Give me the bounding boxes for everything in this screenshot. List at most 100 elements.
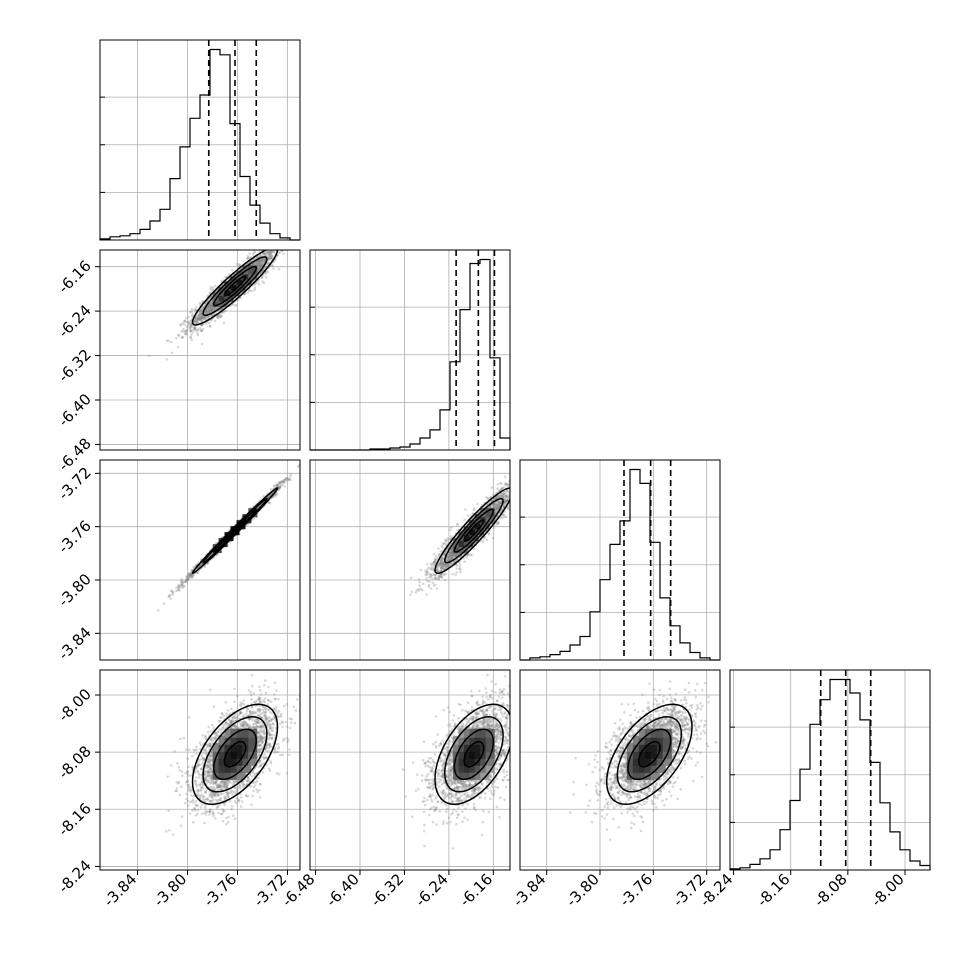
scatter-point (237, 263, 241, 266)
scatter-point (194, 329, 198, 332)
scatter-point (218, 313, 222, 317)
scatter-point (270, 263, 274, 267)
scatter-point (267, 243, 270, 246)
scatter-point (261, 258, 265, 261)
scatter-point (208, 308, 212, 312)
scatter-point (209, 302, 213, 305)
scatter-point (199, 317, 203, 320)
scatter-point (198, 316, 202, 320)
scatter-point (235, 304, 239, 307)
scatter-point (196, 328, 199, 332)
scatter-point (198, 313, 201, 317)
scatter-point (258, 264, 261, 268)
scatter-point (303, 459, 306, 462)
scatter-point (208, 307, 211, 311)
scatter-point (277, 488, 281, 491)
scatter-point (199, 308, 203, 311)
scatter-point (267, 257, 271, 261)
scatter-point (283, 479, 286, 483)
scatter-point (199, 329, 203, 333)
scatter-point (189, 573, 192, 576)
scatter-point (177, 588, 180, 591)
scatter-point (200, 313, 203, 316)
scatter-point (268, 501, 272, 505)
histogram-series-3 (729, 678, 931, 870)
scatter-point (238, 263, 242, 267)
scatter-point (282, 480, 285, 483)
scatter-point (196, 320, 199, 324)
scatter-point (207, 309, 211, 312)
density-cell (242, 276, 252, 286)
scatter-point (199, 327, 202, 330)
scatter-point (257, 261, 261, 265)
density-cell (236, 270, 246, 280)
scatter-point (193, 319, 196, 323)
histogram-panel-3 (729, 669, 931, 871)
scatter-point (201, 299, 205, 303)
scatter-point (444, 541, 447, 545)
histogram-frame-2 (519, 459, 721, 661)
scatter-point (170, 340, 173, 344)
scatter-point (269, 250, 272, 253)
scatter-point (281, 480, 284, 484)
scatter-point (261, 259, 265, 262)
scatter-point (171, 593, 174, 596)
scatter-point (268, 247, 271, 250)
density-cell (248, 265, 258, 275)
scatter-point (287, 478, 291, 481)
scatter-point (211, 288, 214, 292)
scatter-point (264, 276, 268, 279)
scatter-point (185, 578, 188, 582)
scatter-point (268, 254, 271, 258)
scatter-point (270, 244, 273, 247)
scatter-point (252, 517, 255, 520)
scatter-point (185, 329, 189, 333)
scatter-point (280, 480, 284, 484)
scatter-point (247, 289, 251, 293)
scatter-point (186, 577, 190, 581)
scatter-point (268, 254, 272, 257)
scatter-point (190, 574, 193, 578)
scatter-point (205, 315, 209, 318)
scatter-point (284, 478, 287, 482)
scatter-point (209, 310, 212, 313)
scatter-point (261, 259, 264, 263)
scatter-point (205, 311, 208, 315)
scatter-point (186, 578, 190, 581)
scatter-point (192, 573, 195, 576)
scatter-point (210, 303, 213, 306)
scatter-point (264, 245, 267, 248)
panel-content (310, 460, 510, 660)
scatter-point (194, 308, 198, 312)
scatter-point (212, 306, 216, 310)
scatter-point (187, 574, 191, 578)
scatter-point (257, 263, 261, 266)
scatter-point (283, 485, 286, 488)
scatter-point (236, 298, 240, 302)
scatter-point (181, 330, 185, 333)
scatter-point (180, 582, 184, 585)
scatter-point (189, 572, 192, 576)
scatter-point (217, 316, 220, 320)
scatter-point (281, 242, 284, 245)
scatter-point (203, 310, 207, 314)
scatter-point (222, 321, 226, 325)
scatter-point (211, 306, 214, 310)
scatter-point (210, 308, 214, 312)
scatter-point (252, 251, 256, 254)
contour-line-3 (191, 250, 279, 326)
scatter-point (189, 329, 193, 333)
scatter-point (199, 317, 203, 321)
scatter-point (260, 260, 263, 264)
scatter-point (170, 589, 174, 593)
scatter-point (205, 312, 208, 315)
scatter-point (184, 329, 187, 333)
scatter-point (447, 559, 450, 562)
scatter-point (279, 481, 282, 485)
scatter-point (289, 244, 292, 247)
scatter-point (264, 265, 268, 269)
scatter-point (211, 286, 215, 290)
scatter-point (213, 308, 217, 311)
scatter-point (252, 262, 256, 266)
scatter-point (259, 262, 263, 265)
